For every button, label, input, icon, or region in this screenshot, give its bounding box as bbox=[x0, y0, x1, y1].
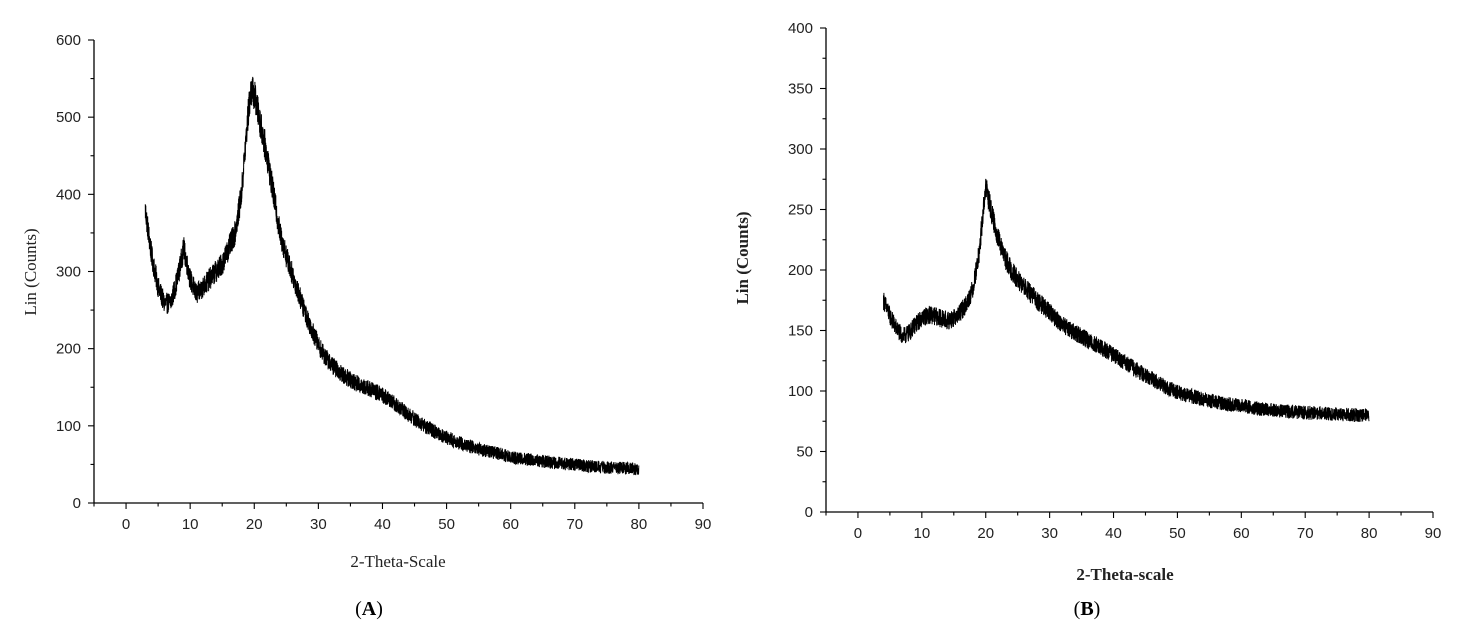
y-tick-label-b: 250 bbox=[788, 202, 813, 219]
data-series-line-a bbox=[144, 76, 640, 476]
x-tick-label-b: 70 bbox=[1297, 525, 1314, 542]
plot-area-b: 0 10 20 30 40 50 60 70 80 90 0 50 100 150 200 250 300 350… bbox=[788, 20, 1441, 542]
y-tick-label-a: 600 bbox=[56, 32, 81, 49]
x-tick-label-b: 20 bbox=[977, 525, 994, 542]
y-tick-label-b: 50 bbox=[796, 444, 813, 461]
y-tick-label-a: 300 bbox=[56, 264, 81, 281]
chart-panel-a: 0 10 20 30 40 50 60 70 80 90 0 100 200 300 400 500 600 L… bbox=[21, 32, 711, 620]
y-axis-title-b: Lin (Counts) bbox=[733, 211, 752, 304]
x-tick-label-a: 0 bbox=[122, 516, 130, 533]
x-tick-label-b: 10 bbox=[913, 525, 930, 542]
x-axis-title-a: 2-Theta-Scale bbox=[350, 552, 445, 571]
y-tick-label-b: 400 bbox=[788, 20, 813, 37]
panel-label-b: (B) bbox=[1074, 598, 1101, 620]
y-tick-label-b: 100 bbox=[788, 383, 813, 400]
panel-label-b-letter: B bbox=[1080, 598, 1093, 620]
chart-panel-b: 0 10 20 30 40 50 60 70 80 90 0 50 100 150 200 250 300 350… bbox=[733, 20, 1441, 620]
y-tick-label-b: 150 bbox=[788, 323, 813, 340]
x-axis-title-b: 2-Theta-scale bbox=[1076, 565, 1174, 584]
y-tick-label-a: 100 bbox=[56, 418, 81, 435]
x-tick-label-a: 10 bbox=[182, 516, 199, 533]
x-tick-label-a: 30 bbox=[310, 516, 327, 533]
data-series-line-b bbox=[883, 178, 1370, 423]
x-tick-label-b: 50 bbox=[1169, 525, 1186, 542]
panel-label-a-letter: A bbox=[362, 598, 377, 620]
x-tick-label-b: 0 bbox=[854, 525, 862, 542]
x-tick-label-b: 60 bbox=[1233, 525, 1250, 542]
x-tick-label-b: 90 bbox=[1425, 525, 1442, 542]
y-tick-label-b: 0 bbox=[805, 504, 813, 521]
y-tick-label-a: 200 bbox=[56, 341, 81, 358]
y-tick-label-b: 300 bbox=[788, 141, 813, 158]
y-tick-label-a: 500 bbox=[56, 109, 81, 126]
x-tick-label-a: 70 bbox=[566, 516, 583, 533]
plot-area-a: 0 10 20 30 40 50 60 70 80 90 0 100 200 300 400 500 600 bbox=[56, 32, 711, 533]
x-tick-label-a: 60 bbox=[502, 516, 519, 533]
x-tick-label-b: 30 bbox=[1041, 525, 1058, 542]
x-tick-label-a: 40 bbox=[374, 516, 391, 533]
panel-label-a: (A) bbox=[355, 598, 383, 620]
x-tick-label-b: 40 bbox=[1105, 525, 1122, 542]
x-tick-label-a: 90 bbox=[695, 516, 712, 533]
y-tick-label-b: 200 bbox=[788, 262, 813, 279]
y-tick-label-b: 350 bbox=[788, 81, 813, 98]
x-tick-label-b: 80 bbox=[1361, 525, 1378, 542]
y-axis-title-a: Lin (Counts) bbox=[21, 228, 40, 315]
y-tick-label-a: 400 bbox=[56, 186, 81, 203]
y-tick-label-a: 0 bbox=[73, 495, 81, 512]
x-tick-label-a: 80 bbox=[631, 516, 648, 533]
x-tick-label-a: 50 bbox=[438, 516, 455, 533]
x-tick-label-a: 20 bbox=[246, 516, 263, 533]
